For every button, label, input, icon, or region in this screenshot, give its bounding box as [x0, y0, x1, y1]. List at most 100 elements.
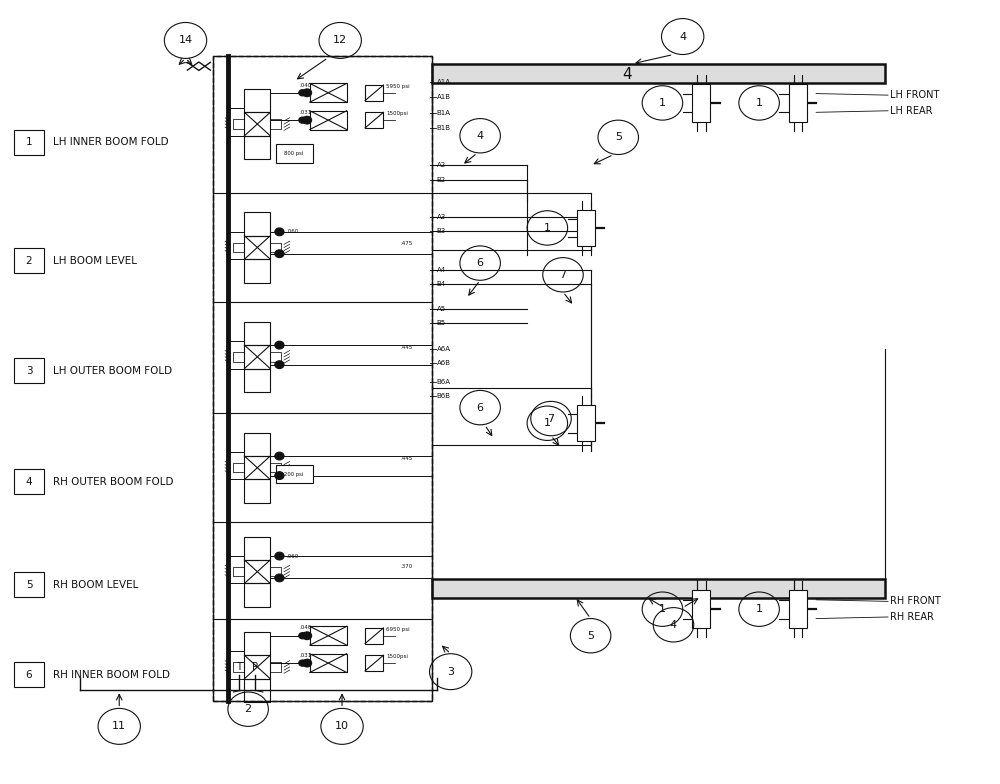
Bar — [14, 129, 44, 154]
Bar — [244, 260, 270, 282]
Bar — [276, 465, 313, 484]
Bar — [244, 536, 270, 560]
Text: 1: 1 — [544, 418, 551, 428]
Text: B4: B4 — [437, 281, 446, 287]
Bar — [14, 358, 44, 383]
Bar — [233, 352, 244, 361]
Text: 4: 4 — [477, 131, 484, 141]
Circle shape — [299, 89, 306, 96]
Circle shape — [275, 250, 284, 258]
Bar — [270, 567, 281, 576]
Text: B2: B2 — [437, 176, 446, 183]
Text: B6A: B6A — [437, 379, 451, 385]
Bar — [233, 463, 244, 473]
Text: 5: 5 — [615, 132, 622, 143]
Text: 6950 psi: 6950 psi — [386, 627, 410, 632]
Bar — [14, 662, 44, 688]
Text: 4: 4 — [623, 67, 632, 82]
Text: A1B: A1B — [437, 94, 451, 100]
Text: A1A: A1A — [437, 79, 451, 85]
Bar — [310, 111, 347, 129]
Text: 4: 4 — [670, 620, 677, 630]
Bar — [244, 456, 270, 480]
Bar — [14, 470, 44, 495]
Text: 10: 10 — [335, 721, 349, 731]
Text: .060: .060 — [287, 230, 299, 234]
Text: .370: .370 — [400, 564, 413, 568]
Bar — [692, 84, 710, 122]
Text: 7: 7 — [559, 270, 567, 280]
Circle shape — [302, 632, 312, 640]
Bar — [244, 89, 270, 112]
Circle shape — [275, 472, 284, 480]
Bar — [244, 433, 270, 456]
Circle shape — [299, 117, 306, 123]
Bar — [244, 345, 270, 368]
Bar — [692, 590, 710, 628]
Text: 3: 3 — [26, 366, 32, 376]
Text: .445: .445 — [400, 456, 413, 461]
Text: A5: A5 — [437, 307, 446, 312]
Text: B5: B5 — [437, 320, 446, 326]
Bar — [244, 655, 270, 679]
Bar — [789, 590, 807, 628]
Circle shape — [275, 574, 284, 582]
Bar — [244, 560, 270, 583]
Bar — [270, 119, 281, 129]
Text: .445: .445 — [400, 345, 413, 350]
Text: B1B: B1B — [437, 125, 451, 131]
Text: 5: 5 — [26, 580, 32, 590]
Text: LH INNER BOOM FOLD: LH INNER BOOM FOLD — [53, 137, 169, 147]
Text: 6: 6 — [477, 258, 484, 268]
Text: B6B: B6B — [437, 393, 451, 399]
Text: LH BOOM LEVEL: LH BOOM LEVEL — [53, 256, 137, 266]
Text: A4: A4 — [437, 267, 446, 273]
Bar — [244, 679, 270, 702]
Text: LH OUTER BOOM FOLD: LH OUTER BOOM FOLD — [53, 366, 172, 376]
Text: A2: A2 — [437, 162, 446, 169]
Circle shape — [302, 659, 312, 667]
Text: 14: 14 — [178, 35, 193, 45]
Text: 1: 1 — [756, 98, 763, 108]
Text: RH FRONT: RH FRONT — [890, 597, 941, 606]
Text: .031: .031 — [299, 110, 311, 115]
Text: 3: 3 — [447, 666, 454, 677]
Text: B3: B3 — [437, 228, 446, 234]
Text: LH FRONT: LH FRONT — [890, 90, 939, 100]
Bar — [270, 243, 281, 252]
Text: T: T — [236, 662, 242, 672]
Text: B1A: B1A — [437, 110, 451, 116]
Text: RH BOOM LEVEL: RH BOOM LEVEL — [53, 580, 138, 590]
Bar — [365, 85, 383, 100]
Text: 5: 5 — [587, 631, 594, 641]
Text: 800 psi: 800 psi — [284, 151, 304, 156]
Circle shape — [275, 228, 284, 236]
Text: 1: 1 — [756, 604, 763, 614]
Bar — [244, 212, 270, 236]
Circle shape — [299, 633, 306, 639]
Bar — [244, 112, 270, 136]
Bar — [244, 583, 270, 607]
Text: 1: 1 — [659, 604, 666, 614]
Bar — [233, 119, 244, 129]
Text: P: P — [252, 662, 258, 672]
Text: 1500psi: 1500psi — [386, 111, 408, 116]
Text: LH REAR: LH REAR — [890, 106, 932, 116]
Bar — [270, 662, 281, 672]
Circle shape — [275, 361, 284, 368]
Circle shape — [302, 116, 312, 124]
Text: 6: 6 — [26, 670, 32, 680]
Text: 7: 7 — [547, 414, 555, 423]
Bar — [270, 352, 281, 361]
Text: 1: 1 — [544, 223, 551, 233]
Bar — [244, 632, 270, 655]
Text: .475: .475 — [400, 241, 413, 246]
Bar — [244, 236, 270, 260]
Bar — [432, 64, 885, 83]
Bar — [365, 628, 383, 644]
Text: 1500psi: 1500psi — [386, 654, 408, 659]
Text: A6B: A6B — [437, 360, 451, 366]
Bar — [276, 144, 313, 163]
Bar — [14, 249, 44, 274]
Circle shape — [275, 341, 284, 349]
